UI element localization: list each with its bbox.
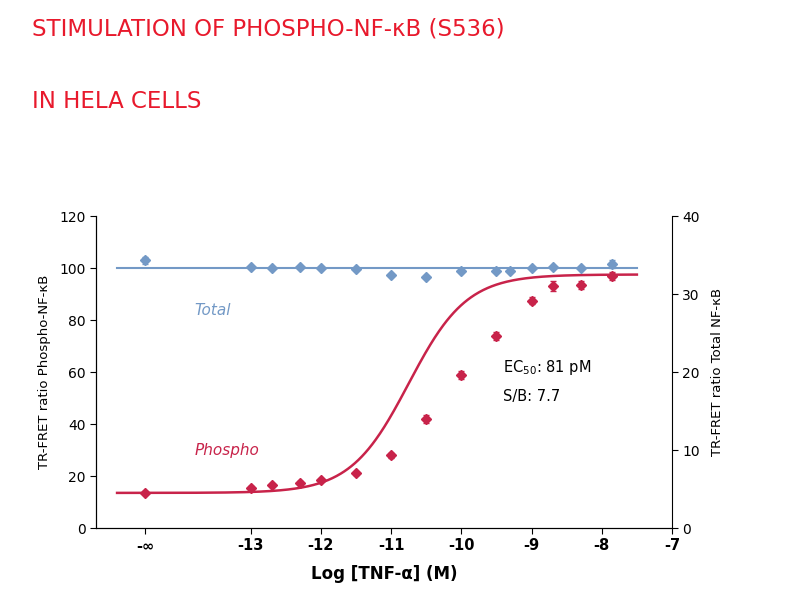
- Text: IN HELA CELLS: IN HELA CELLS: [32, 90, 202, 113]
- Text: Phospho: Phospho: [194, 443, 259, 458]
- Text: Total: Total: [194, 303, 231, 318]
- X-axis label: Log [TNF-α] (M): Log [TNF-α] (M): [310, 565, 458, 583]
- Y-axis label: TR-FRET ratio Phospho-NF-κB: TR-FRET ratio Phospho-NF-κB: [38, 275, 51, 469]
- Y-axis label: TR-FRET ratio Total NF-κB: TR-FRET ratio Total NF-κB: [711, 288, 724, 456]
- Text: S/B: 7.7: S/B: 7.7: [503, 389, 561, 404]
- Text: EC$_{50}$: 81 pM: EC$_{50}$: 81 pM: [503, 358, 592, 377]
- Text: STIMULATION OF PHOSPHO-NF-κB (S536): STIMULATION OF PHOSPHO-NF-κB (S536): [32, 18, 505, 41]
